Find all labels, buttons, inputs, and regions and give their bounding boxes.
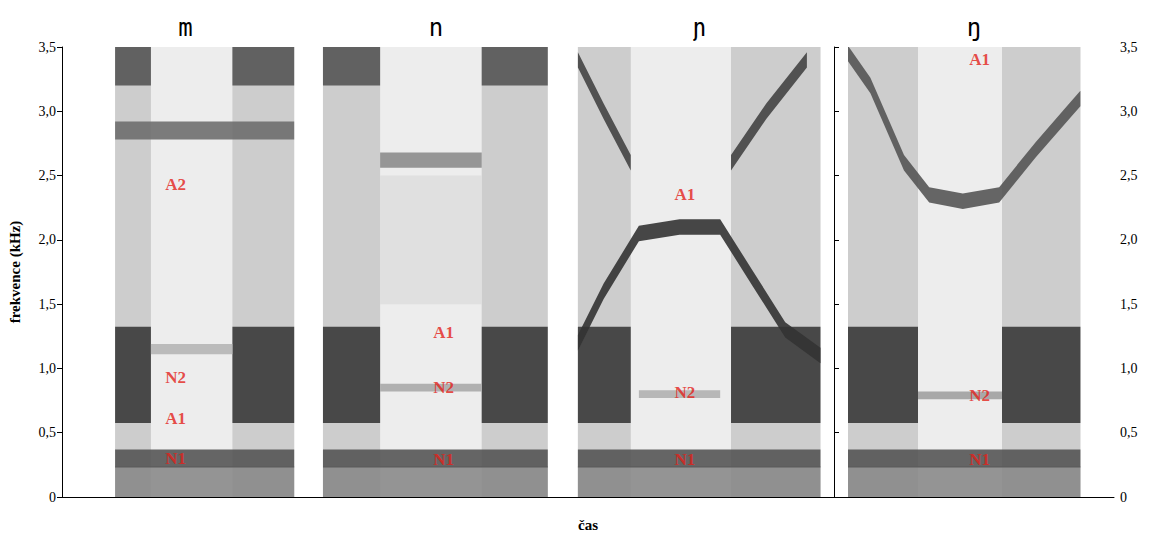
svg-text:ɲ: ɲ	[691, 14, 705, 42]
svg-text:3,5: 3,5	[1120, 40, 1138, 55]
svg-text:1,0: 1,0	[39, 361, 57, 376]
svg-text:3,0: 3,0	[39, 104, 57, 119]
svg-text:frekvence (kHz): frekvence (kHz)	[7, 221, 24, 324]
svg-text:1,5: 1,5	[39, 297, 57, 312]
svg-text:3,0: 3,0	[1120, 104, 1138, 119]
svg-text:3,5: 3,5	[39, 40, 57, 55]
svg-text:N1: N1	[969, 450, 990, 469]
svg-text:ŋ: ŋ	[967, 14, 981, 42]
svg-text:0: 0	[1120, 490, 1127, 505]
svg-text:2,0: 2,0	[1120, 232, 1138, 247]
svg-text:N1: N1	[165, 449, 186, 468]
svg-text:A1: A1	[969, 50, 990, 69]
svg-text:N2: N2	[433, 378, 454, 397]
svg-text:N1: N1	[433, 450, 454, 469]
svg-text:N2: N2	[675, 383, 696, 402]
svg-text:0,5: 0,5	[39, 425, 57, 440]
svg-text:2,0: 2,0	[39, 232, 57, 247]
svg-text:N2: N2	[165, 368, 186, 387]
svg-text:čas: čas	[578, 517, 598, 533]
svg-text:m: m	[178, 14, 192, 42]
svg-text:2,5: 2,5	[39, 168, 57, 183]
svg-text:A1: A1	[165, 409, 186, 428]
svg-text:1,0: 1,0	[1120, 361, 1138, 376]
svg-text:1,5: 1,5	[1120, 297, 1138, 312]
svg-text:A1: A1	[675, 185, 696, 204]
svg-text:A1: A1	[433, 323, 454, 342]
svg-text:0: 0	[49, 490, 56, 505]
svg-text:2,5: 2,5	[1120, 168, 1138, 183]
svg-text:0,5: 0,5	[1120, 425, 1138, 440]
svg-text:n: n	[429, 14, 443, 42]
svg-text:N2: N2	[969, 386, 990, 405]
svg-text:N1: N1	[675, 450, 696, 469]
svg-text:A2: A2	[165, 175, 186, 194]
